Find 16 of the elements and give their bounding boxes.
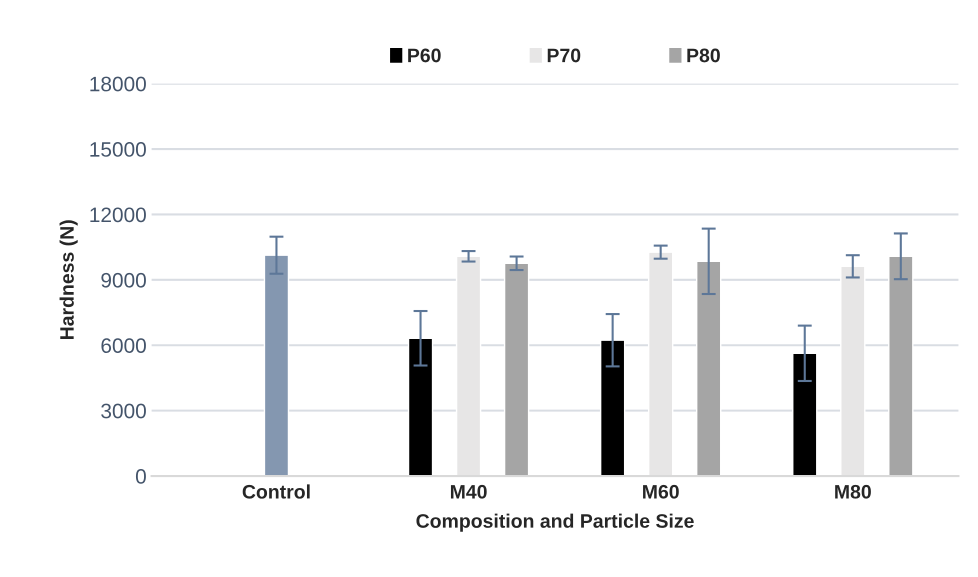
legend-label: P70 bbox=[548, 48, 580, 62]
x-tick-label: M40 bbox=[450, 484, 487, 499]
y-tick-label: 0 bbox=[136, 469, 146, 484]
x-axis-title: Composition and Particle Size bbox=[416, 514, 694, 532]
y-tick-label: 9000 bbox=[101, 272, 146, 288]
x-tick-label: M80 bbox=[835, 484, 871, 499]
x-tick-label: Control bbox=[242, 484, 310, 499]
y-tick-label: 18000 bbox=[90, 76, 146, 92]
y-tick-label: 6000 bbox=[101, 338, 146, 353]
y-tick-label: 3000 bbox=[101, 404, 146, 418]
y-tick-label: 12000 bbox=[90, 207, 146, 222]
x-tick-label: M60 bbox=[643, 484, 679, 499]
y-tick-label: 15000 bbox=[90, 142, 146, 157]
legend-label: P60 bbox=[408, 48, 441, 62]
y-axis-title: Hardness (N) bbox=[60, 220, 78, 340]
legend-label: P80 bbox=[687, 48, 720, 62]
